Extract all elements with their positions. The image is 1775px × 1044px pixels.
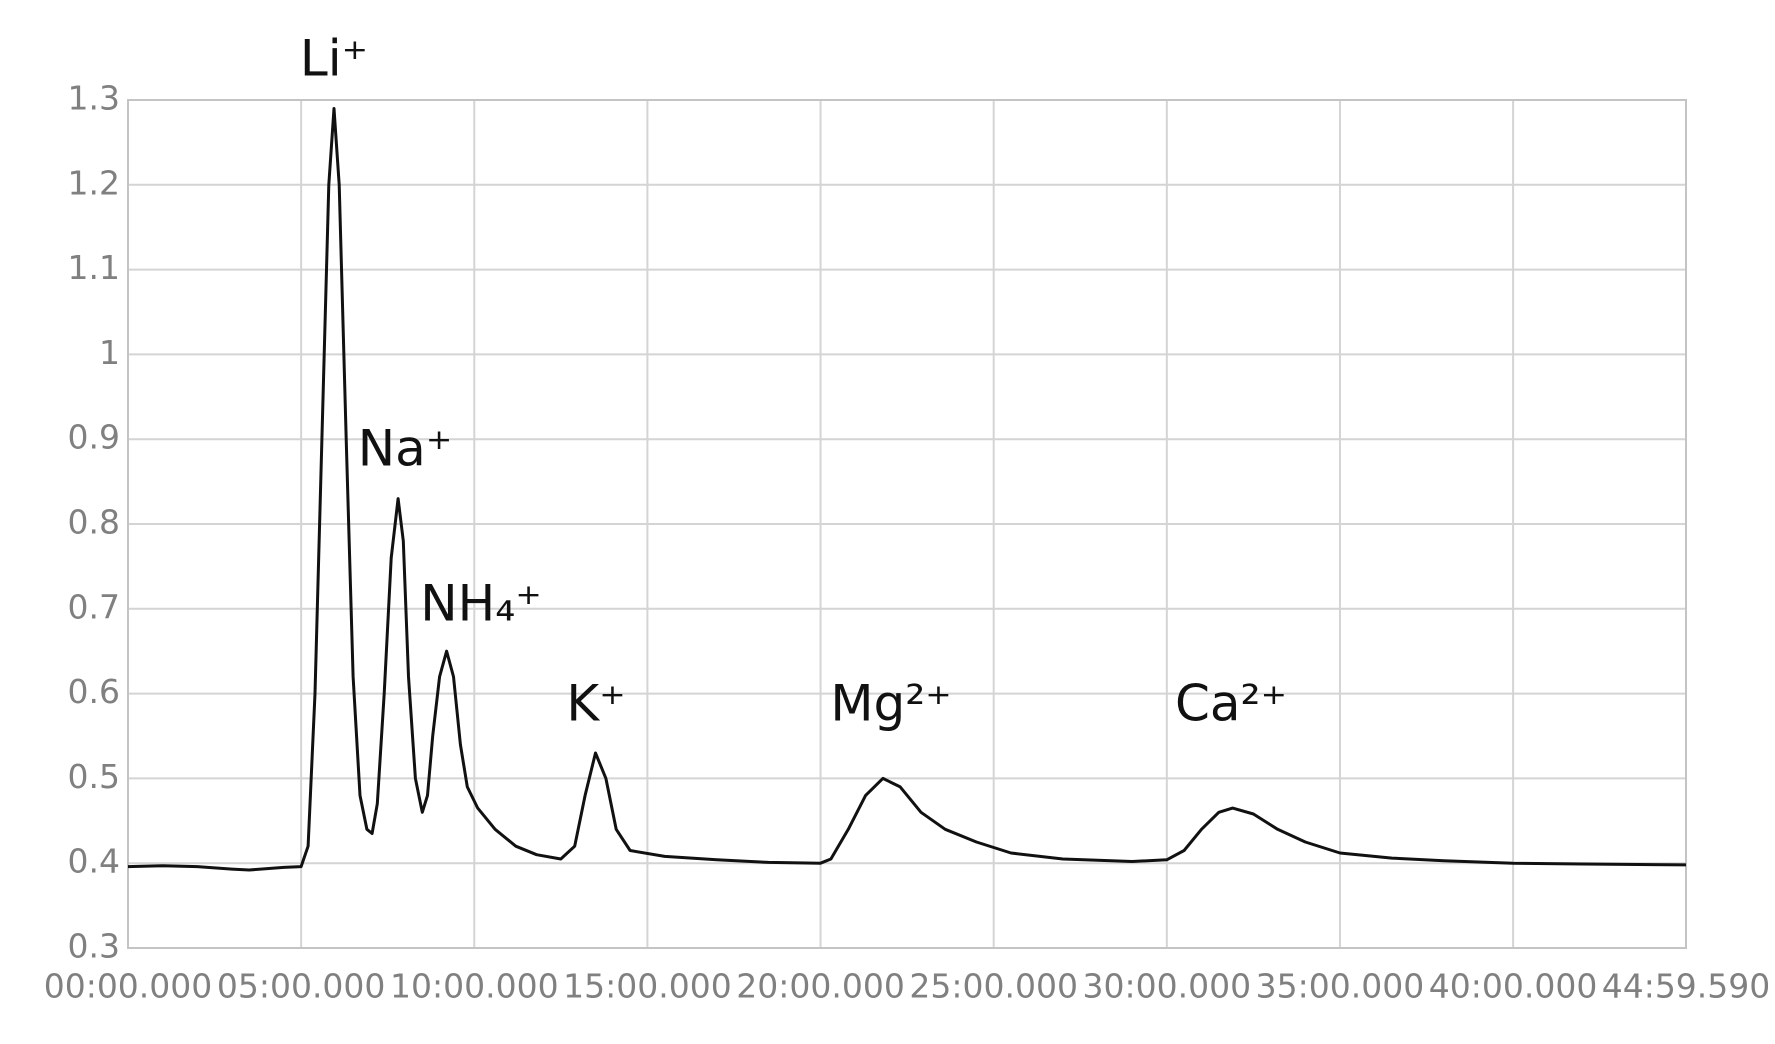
x-tick-label: 10:00.000 [390, 967, 559, 1006]
plot-frame [127, 99, 1687, 949]
x-tick-label: 20:00.000 [736, 967, 905, 1006]
y-tick-label: 0.4 [68, 842, 120, 881]
y-tick-label: 0.6 [68, 672, 120, 711]
y-tick-label: 0.3 [68, 927, 120, 966]
peak-label: Na⁺ [358, 420, 452, 478]
x-tick-label: 44:59.590 [1602, 967, 1771, 1006]
x-tick-label: 05:00.000 [217, 967, 386, 1006]
x-tick-label: 40:00.000 [1429, 967, 1598, 1006]
x-tick-label: 30:00.000 [1083, 967, 1252, 1006]
peak-label: Li⁺ [300, 30, 368, 88]
y-tick-label: 0.7 [68, 587, 120, 626]
x-tick-label: 25:00.000 [909, 967, 1078, 1006]
y-tick-label: 0.9 [68, 418, 120, 457]
y-tick-label: 1 [99, 333, 120, 372]
x-tick-label: 15:00.000 [563, 967, 732, 1006]
peak-label: Mg²⁺ [830, 675, 951, 733]
peak-label: Ca²⁺ [1175, 675, 1287, 733]
y-tick-label: 0.5 [68, 757, 120, 796]
data-line [127, 107, 1687, 872]
peak-label: K⁺ [566, 675, 625, 733]
y-tick-label: 0.8 [68, 503, 120, 542]
y-tick-label: 1.2 [68, 163, 120, 202]
x-tick-label: 00:00.000 [44, 967, 213, 1006]
y-tick-label: 1.1 [68, 248, 120, 287]
y-tick-label: 1.3 [68, 79, 120, 118]
x-tick-label: 35:00.000 [1256, 967, 1425, 1006]
peak-label: NH₄⁺ [420, 575, 541, 633]
